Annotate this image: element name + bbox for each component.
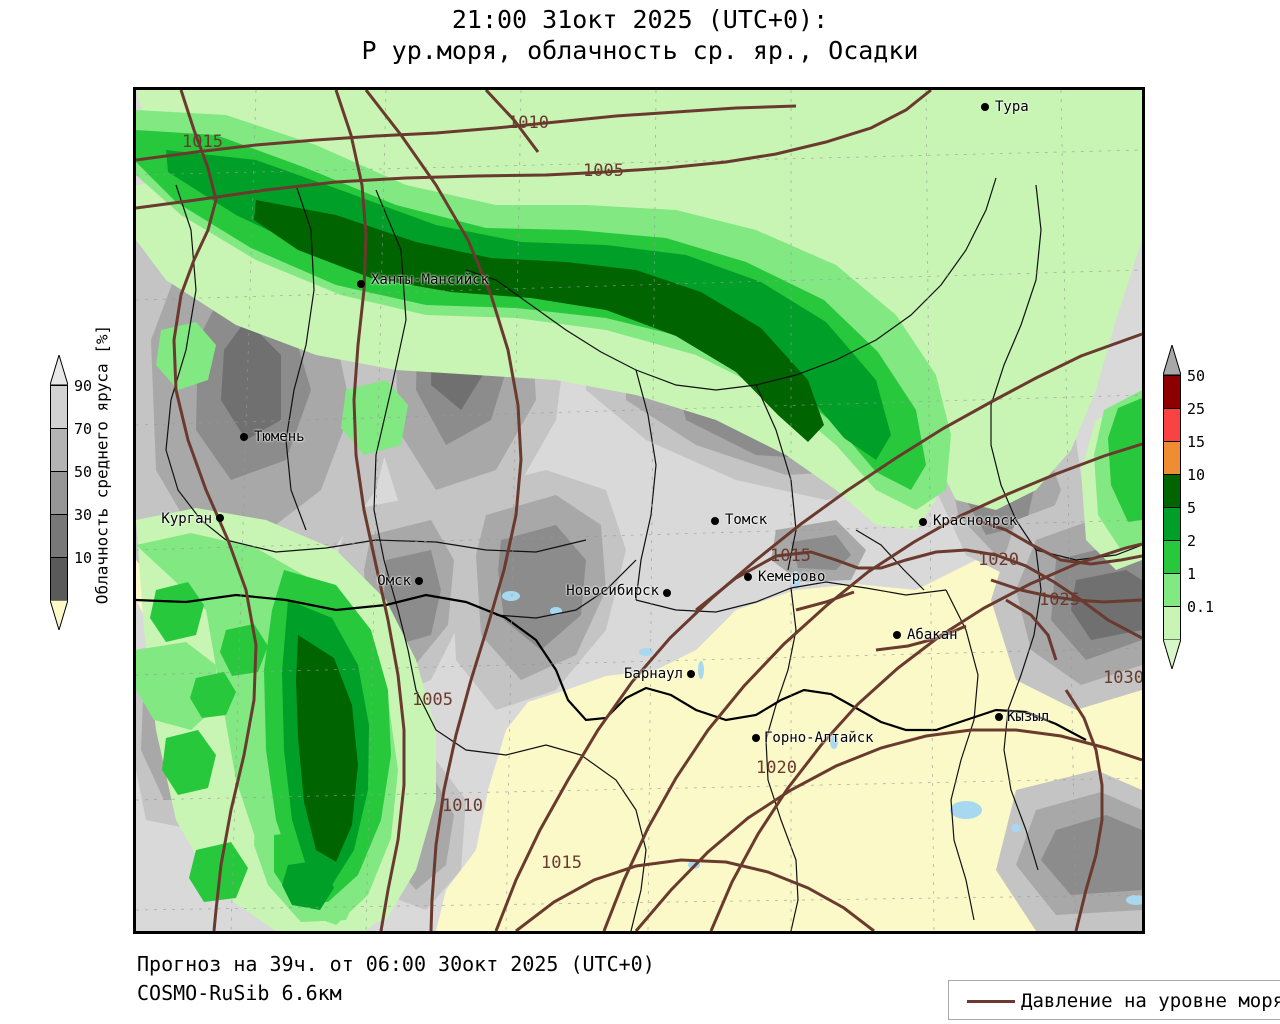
colorbar-bottom-tip	[49, 599, 69, 632]
city-marker	[240, 433, 248, 441]
colorbar-tick-label: 1	[1187, 565, 1197, 583]
footer-text: Прогноз на 39ч. от 06:00 30окт 2025 (UTC…	[137, 950, 655, 1008]
colorbar-tick-label: 10	[1187, 466, 1206, 484]
cloudiness-colorbar[interactable]: Облачность среднего яруса [%] 90 70 50 30 10	[49, 325, 140, 675]
city-label: Красноярск	[933, 513, 1018, 529]
model-name-line: COSMO-RuSib 6.6км	[137, 981, 342, 1005]
city-label: Томск	[725, 512, 768, 528]
isobar-value-label: 1005	[412, 690, 453, 710]
colorbar-tick-label: 50	[1187, 367, 1206, 385]
colorbar-tick-label: 50	[74, 463, 93, 481]
colorbar-segment	[51, 557, 67, 600]
city-label: Тюмень	[254, 429, 305, 445]
pressure-legend: Давление на уровне моря	[948, 980, 1280, 1020]
isobar-value-label: 1005	[583, 161, 624, 181]
colorbar-tick-label: 30	[74, 506, 93, 524]
city-marker	[216, 514, 224, 522]
city-marker	[893, 631, 901, 639]
city-marker	[687, 670, 695, 678]
isobar-value-label: 1020	[756, 758, 797, 778]
colorbar-segment	[1164, 441, 1180, 474]
city-marker	[357, 280, 365, 288]
isobar-value-label: 1010	[442, 796, 483, 816]
colorbar-bottom-tip	[1162, 638, 1182, 671]
precipitation-colorbar[interactable]: Осадки за предыдущие 3 часа [мм] 5025151…	[1162, 343, 1273, 705]
isobar-value-label: 1030	[1103, 668, 1144, 688]
map-render-surface	[136, 90, 1142, 931]
colorbar-segment	[1164, 408, 1180, 441]
city-marker	[744, 573, 752, 581]
title-line-fields: P ур.моря, облачность ср. яр., Осадки	[361, 36, 919, 65]
city-label: Омск	[377, 573, 411, 589]
colorbar-top-tip	[1162, 343, 1182, 376]
colorbar-tick-label: 90	[74, 377, 93, 395]
colorbar-segment	[1164, 540, 1180, 573]
title-line-datetime: 21:00 31окт 2025 (UTC+0):	[451, 5, 829, 34]
pressure-legend-label: Давление на уровне моря	[1021, 990, 1280, 1012]
colorbar-segment	[51, 428, 67, 471]
city-label: Кемерово	[758, 569, 826, 585]
water-bodies	[502, 571, 1142, 905]
city-label: Горно-Алтайск	[764, 730, 874, 746]
colorbar-segment	[1164, 474, 1180, 507]
city-marker	[711, 517, 719, 525]
isobar-value-label: 1015	[541, 853, 582, 873]
colorbar-tick-label: 10	[74, 549, 93, 567]
isobar-value-label: 1020	[978, 550, 1019, 570]
city-marker	[981, 103, 989, 111]
city-marker	[995, 713, 1003, 721]
graticule	[136, 90, 1142, 931]
colorbar-tick-label: 70	[74, 420, 93, 438]
city-label: Тура	[995, 99, 1029, 115]
isobars	[136, 90, 1142, 931]
isobar-value-label: 1015	[182, 132, 223, 152]
colorbar-segment	[1164, 573, 1180, 606]
colorbar-tick-label: 15	[1187, 433, 1206, 451]
isobar-value-label: 1010	[508, 113, 549, 133]
city-marker	[919, 518, 927, 526]
colorbar-segment	[51, 385, 67, 428]
chart-title: 21:00 31окт 2025 (UTC+0): P ур.моря, обл…	[0, 4, 1280, 66]
colorbar-segments	[1163, 375, 1181, 639]
pressure-line-swatch	[967, 1000, 1015, 1003]
city-label: Ханты-Мансийск	[371, 272, 490, 288]
colorbar-segment	[1164, 507, 1180, 540]
colorbar-segment	[1164, 375, 1180, 408]
city-marker	[752, 734, 760, 742]
isobar-value-label: 1015	[770, 546, 811, 566]
city-label: Курган	[161, 511, 212, 527]
colorbar-segments	[50, 385, 68, 600]
forecast-info-line: Прогноз на 39ч. от 06:00 30окт 2025 (UTC…	[137, 952, 655, 976]
colorbar-tick-label: 5	[1187, 499, 1197, 517]
colorbar-tick-label: 2	[1187, 532, 1197, 550]
international-border	[136, 593, 1087, 741]
colorbar-segment	[51, 471, 67, 514]
city-marker	[663, 589, 671, 597]
isobar-value-label: 1025	[1039, 590, 1080, 610]
colorbar-segment	[1164, 606, 1180, 639]
city-label: Кызыл	[1007, 709, 1050, 725]
colorbar-tick-label: 0.1	[1187, 598, 1215, 616]
city-label: Барнаул	[623, 666, 683, 682]
colorbar-tick-label: 25	[1187, 400, 1206, 418]
city-label: Новосибирск	[566, 583, 659, 599]
colorbar-segment	[51, 514, 67, 557]
city-marker	[415, 577, 423, 585]
colorbar-top-tip	[49, 353, 69, 386]
cloudiness-colorbar-title: Облачность среднего яруса [%]	[92, 324, 112, 605]
city-label: Абакан	[907, 627, 958, 643]
precip-shading-10plus	[254, 200, 824, 862]
weather-map[interactable]: Тура Ханты-Мансийск Тюмень Курган Омск Томск К…	[133, 87, 1145, 934]
